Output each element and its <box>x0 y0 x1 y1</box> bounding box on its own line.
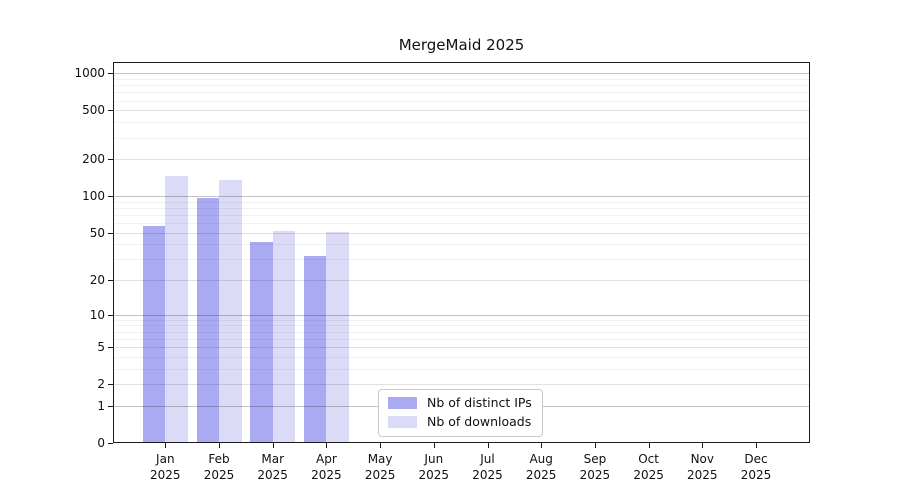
y-tick-mark-10 <box>108 314 113 316</box>
y-tick-label-50: 50 <box>89 225 105 240</box>
y-tick-mark-2 <box>108 384 113 386</box>
x-tick-label-apr: Apr 2025 <box>311 452 342 482</box>
x-tick-mark-aug <box>541 443 543 448</box>
x-tick-mark-jan <box>165 443 167 448</box>
legend-item-distinct-ips: Nb of distinct IPs <box>388 396 532 410</box>
x-tick-label-dec: Dec 2025 <box>740 452 772 482</box>
y-minor-gridline <box>113 325 810 327</box>
x-tick-label-aug: Aug 2025 <box>525 452 557 482</box>
y-gridline-20 <box>113 280 810 282</box>
x-tick-label-nov: Nov 2025 <box>687 452 718 482</box>
x-tick-mark-apr <box>326 443 328 448</box>
legend-item-downloads: Nb of downloads <box>388 415 532 429</box>
x-tick-mark-jun <box>433 443 435 448</box>
x-tick-label-sep: Sep 2025 <box>579 452 611 482</box>
y-minor-gridline <box>113 122 810 124</box>
y-tick-label-0: 0 <box>97 436 105 450</box>
legend-swatch-distinct-ips <box>388 397 417 409</box>
y-tick-mark-100 <box>108 196 113 198</box>
x-tick-mark-jul <box>487 443 489 448</box>
y-tick-mark-5 <box>108 347 113 349</box>
y-minor-gridline <box>113 137 810 139</box>
y-tick-label-20: 20 <box>89 273 105 288</box>
y-tick-mark-1 <box>108 405 113 407</box>
bar-nb-of-distinct-ips-feb <box>196 198 219 443</box>
y-minor-gridline <box>113 331 810 333</box>
y-tick-mark-1000 <box>108 73 113 75</box>
x-tick-mark-nov <box>702 443 704 448</box>
legend-swatch-downloads <box>388 416 417 428</box>
y-minor-gridline <box>113 100 810 102</box>
y-minor-gridline <box>113 201 810 203</box>
y-minor-gridline <box>113 85 810 87</box>
y-tick-label-500: 500 <box>82 103 105 118</box>
y-tick-label-1000: 1000 <box>74 66 105 81</box>
y-tick-mark-200 <box>108 159 113 161</box>
y-gridline-100 <box>113 196 810 198</box>
x-tick-label-may: May 2025 <box>364 452 396 482</box>
x-tick-label-oct: Oct 2025 <box>633 452 664 482</box>
legend-label-distinct-ips: Nb of distinct IPs <box>427 395 532 410</box>
y-tick-mark-0 <box>108 443 113 444</box>
x-tick-label-jul: Jul 2025 <box>472 452 503 482</box>
x-tick-label-feb: Feb 2025 <box>203 452 235 482</box>
y-minor-gridline <box>113 338 810 340</box>
x-tick-label-jan: Jan 2025 <box>150 452 181 482</box>
y-minor-gridline <box>113 78 810 80</box>
bar-nb-of-downloads-mar <box>272 230 296 443</box>
y-tick-label-5: 5 <box>97 340 105 355</box>
bar-nb-of-downloads-jan <box>165 175 188 443</box>
legend-label-downloads: Nb of downloads <box>427 414 532 429</box>
x-tick-mark-feb <box>219 443 220 448</box>
y-minor-gridline <box>113 244 810 246</box>
y-gridline-500 <box>113 110 810 112</box>
bar-nb-of-distinct-ips-apr <box>303 255 327 443</box>
bar-nb-of-downloads-feb <box>219 180 242 443</box>
y-minor-gridline <box>113 223 810 225</box>
y-tick-label-1: 1 <box>97 398 105 413</box>
legend: Nb of distinct IPs Nb of downloads <box>378 389 543 437</box>
y-minor-gridline <box>113 214 810 216</box>
y-minor-gridline <box>113 319 810 321</box>
y-tick-label-10: 10 <box>89 307 105 322</box>
y-tick-mark-50 <box>108 232 113 234</box>
x-tick-label-jun: Jun 2025 <box>418 452 450 482</box>
y-tick-label-200: 200 <box>82 152 105 167</box>
y-tick-mark-20 <box>108 280 113 282</box>
y-tick-mark-500 <box>108 110 113 112</box>
y-minor-gridline <box>113 356 810 358</box>
x-tick-mark-dec <box>756 443 757 448</box>
bar-nb-of-downloads-apr <box>326 231 349 443</box>
y-gridline-200 <box>113 159 810 161</box>
y-minor-gridline <box>113 207 810 209</box>
bar-nb-of-distinct-ips-mar <box>250 241 273 443</box>
bar-nb-of-distinct-ips-jan <box>142 225 166 443</box>
y-gridline-1000 <box>113 73 810 75</box>
chart-title: MergeMaid 2025 <box>398 36 525 54</box>
y-tick-label-2: 2 <box>97 377 105 392</box>
y-minor-gridline <box>113 92 810 94</box>
x-tick-mark-mar <box>272 443 274 448</box>
x-tick-mark-may <box>380 443 382 448</box>
y-gridline-10 <box>113 314 810 316</box>
x-tick-mark-sep <box>594 443 596 448</box>
y-gridline-2 <box>113 384 810 386</box>
y-minor-gridline <box>113 368 810 370</box>
x-tick-label-mar: Mar 2025 <box>257 452 288 482</box>
y-gridline-5 <box>113 347 810 349</box>
y-gridline-50 <box>113 232 810 234</box>
x-tick-mark-oct <box>648 443 650 448</box>
y-tick-label-100: 100 <box>82 189 105 204</box>
y-minor-gridline <box>113 259 810 261</box>
